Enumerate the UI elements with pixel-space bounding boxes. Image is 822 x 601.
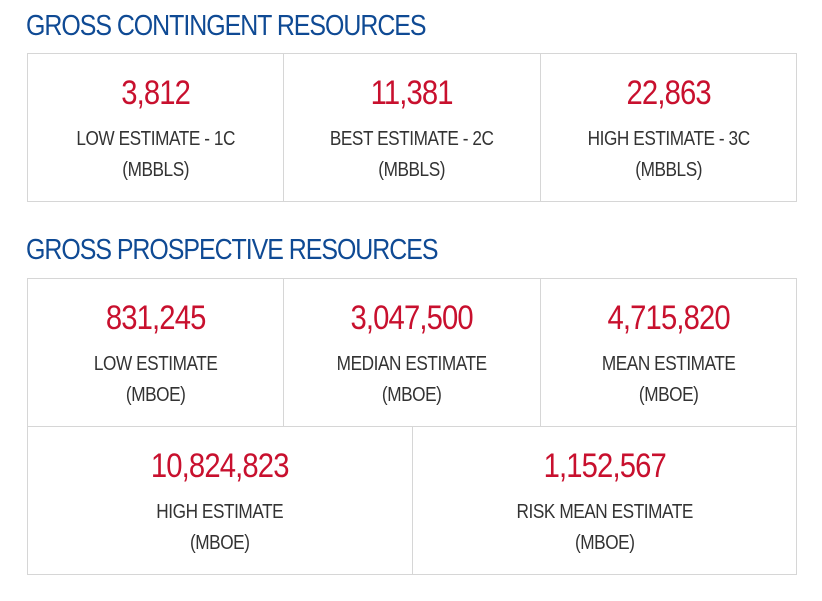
stat-unit: (MBBLS) — [122, 159, 190, 181]
stat-card-median-estimate: 3,047,500 MEDIAN ESTIMATE (MBOE) — [284, 279, 541, 427]
stat-card-high-estimate-3c: 22,863 HIGH ESTIMATE - 3C (MBBLS) — [540, 54, 797, 202]
stat-label-text: MEAN ESTIMATE — [601, 353, 736, 375]
stat-value: 3,812 — [121, 74, 191, 112]
stat-unit: (MBOE) — [638, 384, 699, 406]
stat-label: RISK MEAN ESTIMATE (MBOE) — [439, 497, 769, 559]
stat-label-text: RISK MEAN ESTIMATE — [516, 501, 693, 523]
stat-label-text: BEST ESTIMATE - 2C — [330, 128, 494, 150]
stat-label: BEST ESTIMATE - 2C (MBBLS) — [302, 124, 522, 186]
stat-card-low-estimate: 831,245 LOW ESTIMATE (MBOE) — [28, 279, 285, 427]
stat-value: 4,715,820 — [607, 299, 730, 337]
stat-card-high-estimate: 10,824,823 HIGH ESTIMATE (MBOE) — [28, 427, 413, 575]
stat-label: HIGH ESTIMATE - 3C (MBBLS) — [559, 124, 779, 186]
stat-card-low-estimate-1c: 3,812 LOW ESTIMATE - 1C (MBBLS) — [28, 54, 285, 202]
stat-value: 22,863 — [626, 74, 711, 112]
prospective-resources-title: GROSS PROSPECTIVE RESOURCES — [26, 234, 438, 266]
stat-label: LOW ESTIMATE (MBOE) — [46, 349, 266, 411]
stat-unit: (MBOE) — [189, 532, 250, 554]
stat-card-risk-mean-estimate: 1,152,567 RISK MEAN ESTIMATE (MBOE) — [412, 427, 797, 575]
stat-value: 3,047,500 — [350, 299, 474, 337]
stat-label: MEAN ESTIMATE (MBOE) — [559, 349, 779, 411]
stat-label: LOW ESTIMATE - 1C (MBBLS) — [46, 124, 266, 186]
stat-card-mean-estimate: 4,715,820 MEAN ESTIMATE (MBOE) — [540, 279, 797, 427]
stat-unit: (MBOE) — [382, 384, 442, 406]
stat-value: 11,381 — [370, 74, 454, 112]
stat-card-best-estimate-2c: 11,381 BEST ESTIMATE - 2C (MBBLS) — [284, 54, 541, 202]
stat-value: 10,824,823 — [150, 447, 290, 485]
stat-label-text: MEDIAN ESTIMATE — [337, 353, 487, 375]
stat-unit: (MBBLS) — [378, 159, 446, 181]
stat-unit: (MBBLS) — [634, 159, 702, 181]
stat-unit: (MBOE) — [125, 384, 186, 406]
stat-label-text: LOW ESTIMATE - 1C — [76, 128, 235, 150]
stat-value: 831,245 — [105, 299, 207, 337]
stat-label-text: HIGH ESTIMATE - 3C — [587, 128, 750, 150]
contingent-resources-title: GROSS CONTINGENT RESOURCES — [26, 10, 427, 42]
stat-label-text: HIGH ESTIMATE — [156, 501, 284, 523]
contingent-resources-grid: 3,812 LOW ESTIMATE - 1C (MBBLS) 11,381 B… — [27, 53, 797, 202]
stat-unit: (MBOE) — [574, 532, 635, 554]
stat-label: HIGH ESTIMATE (MBOE) — [55, 497, 385, 559]
prospective-resources-grid: 831,245 LOW ESTIMATE (MBOE) 3,047,500 ME… — [27, 278, 797, 575]
stat-label: MEDIAN ESTIMATE (MBOE) — [302, 349, 522, 411]
stat-label-text: LOW ESTIMATE — [93, 353, 218, 375]
stat-value: 1,152,567 — [543, 447, 666, 485]
